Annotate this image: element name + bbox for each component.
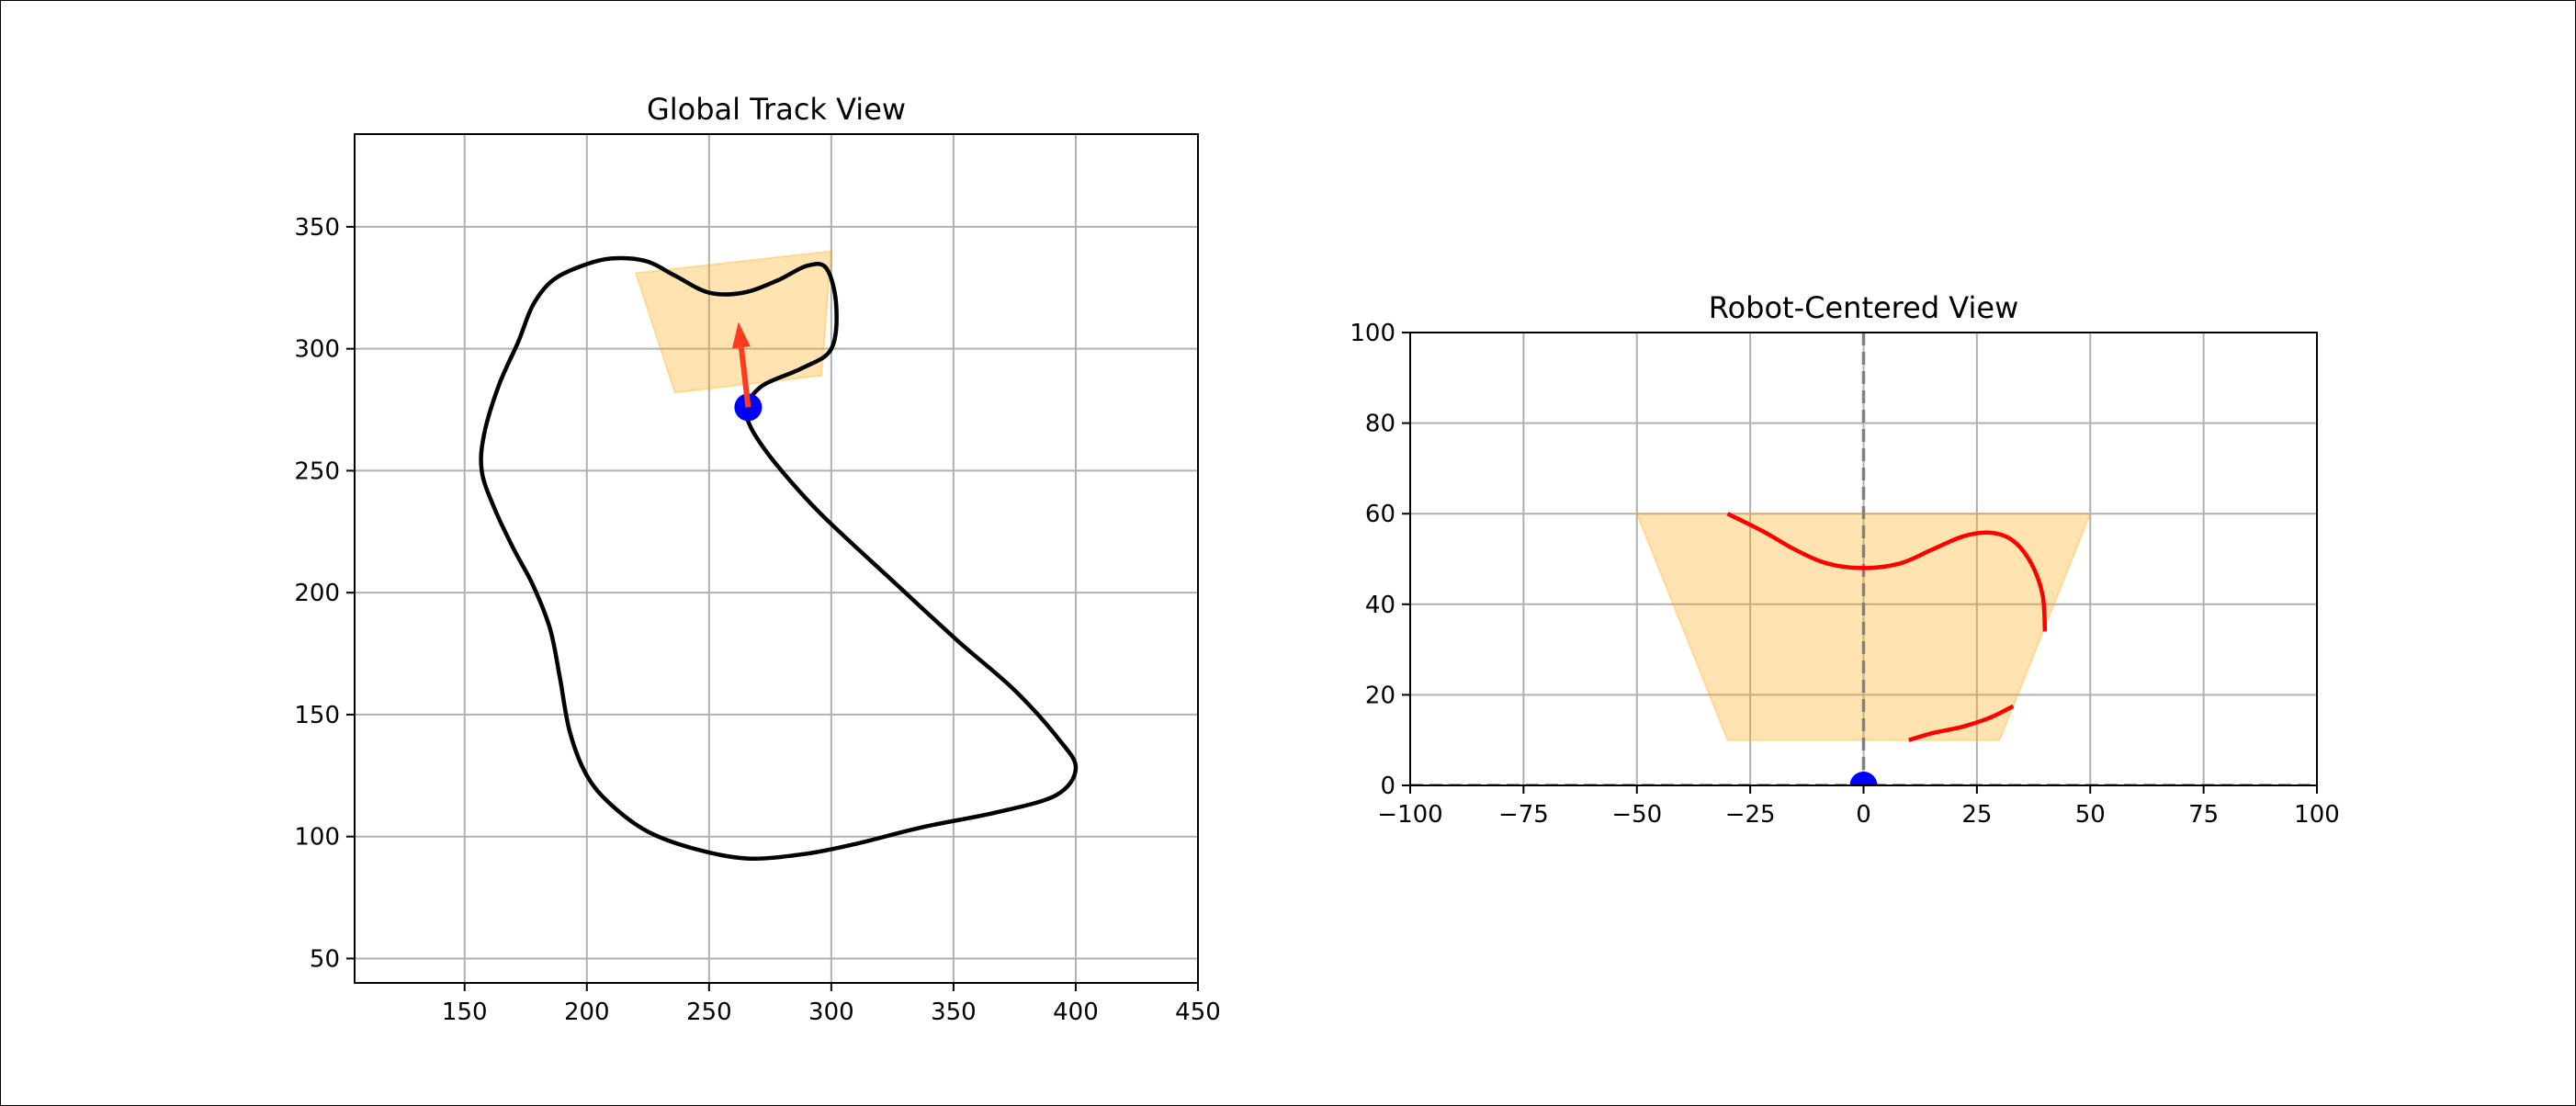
chart2-x-tick-label: −25 xyxy=(1725,801,1776,829)
chart2-robot-marker xyxy=(1849,772,1878,785)
chart1-x-tick-label: 400 xyxy=(1053,999,1099,1026)
chart1-view-region xyxy=(634,250,832,394)
chart2-y-tick-label: 80 xyxy=(1365,411,1395,438)
chart1-y-tick-label: 50 xyxy=(310,945,340,973)
chart2-track-segment-2 xyxy=(1908,704,2015,742)
chart1-x-tick-label: 150 xyxy=(442,999,488,1026)
chart2-plot-area xyxy=(1410,333,2317,785)
chart2-x-tick-label: 50 xyxy=(2075,801,2106,829)
chart2-y-tick-label: 60 xyxy=(1365,501,1395,528)
chart2-x-tick-label: 75 xyxy=(2188,801,2219,829)
chart1-heading-arrow-shaft xyxy=(738,346,751,408)
chart2-x-tick-label: 25 xyxy=(1961,801,1992,829)
chart2-x-tick-label: −75 xyxy=(1498,801,1549,829)
chart2-x-tick-label: −100 xyxy=(1377,801,1442,829)
chart1-x-tick-label: 350 xyxy=(931,999,977,1026)
chart1-y-tick-label: 300 xyxy=(294,336,340,364)
chart1-heading-arrow-head xyxy=(732,322,751,349)
chart2-y-tick-label: 40 xyxy=(1365,592,1395,619)
chart2-title: Robot-Centered View xyxy=(1709,290,2018,325)
chart2-y-tick-label: 100 xyxy=(1350,320,1395,347)
chart1-plot-area xyxy=(479,250,1079,861)
chart1-y-tick-label: 250 xyxy=(294,457,340,485)
chart1-y-tick-label: 150 xyxy=(294,702,340,729)
chart1-frame xyxy=(354,133,1199,984)
chart1-y-tick-label: 200 xyxy=(294,580,340,607)
chart2-track-segment-1 xyxy=(1726,512,2048,632)
chart1-x-tick-label: 200 xyxy=(564,999,610,1026)
chart2-x-tick-label: 100 xyxy=(2294,801,2340,829)
chart1-x-tick-label: 450 xyxy=(1175,999,1221,1026)
chart1-title: Global Track View xyxy=(647,92,906,127)
chart1-y-tick-label: 100 xyxy=(294,824,340,852)
chart2-group: −100 −75 −50 −25 0 25 50 75 100 0 20 40 60 80 100 Robot… xyxy=(1350,290,2339,829)
chart1-y-tick-label: 350 xyxy=(294,214,340,242)
chart1-x-tick-label: 300 xyxy=(808,999,854,1026)
chart1-grid xyxy=(355,134,1198,983)
chart2-x-tick-label: 0 xyxy=(1856,801,1871,829)
chart2-y-tick-label: 0 xyxy=(1380,773,1395,800)
chart1-track-line xyxy=(479,255,1079,861)
chart1-x-tick-label: 250 xyxy=(686,999,732,1026)
chart1-group: 150 200 250 300 350 400 450 50 100 150 200 250 300 35… xyxy=(294,92,1220,1026)
chart2-x-tick-label: −50 xyxy=(1611,801,1662,829)
chart2-y-tick-label: 20 xyxy=(1365,682,1395,709)
